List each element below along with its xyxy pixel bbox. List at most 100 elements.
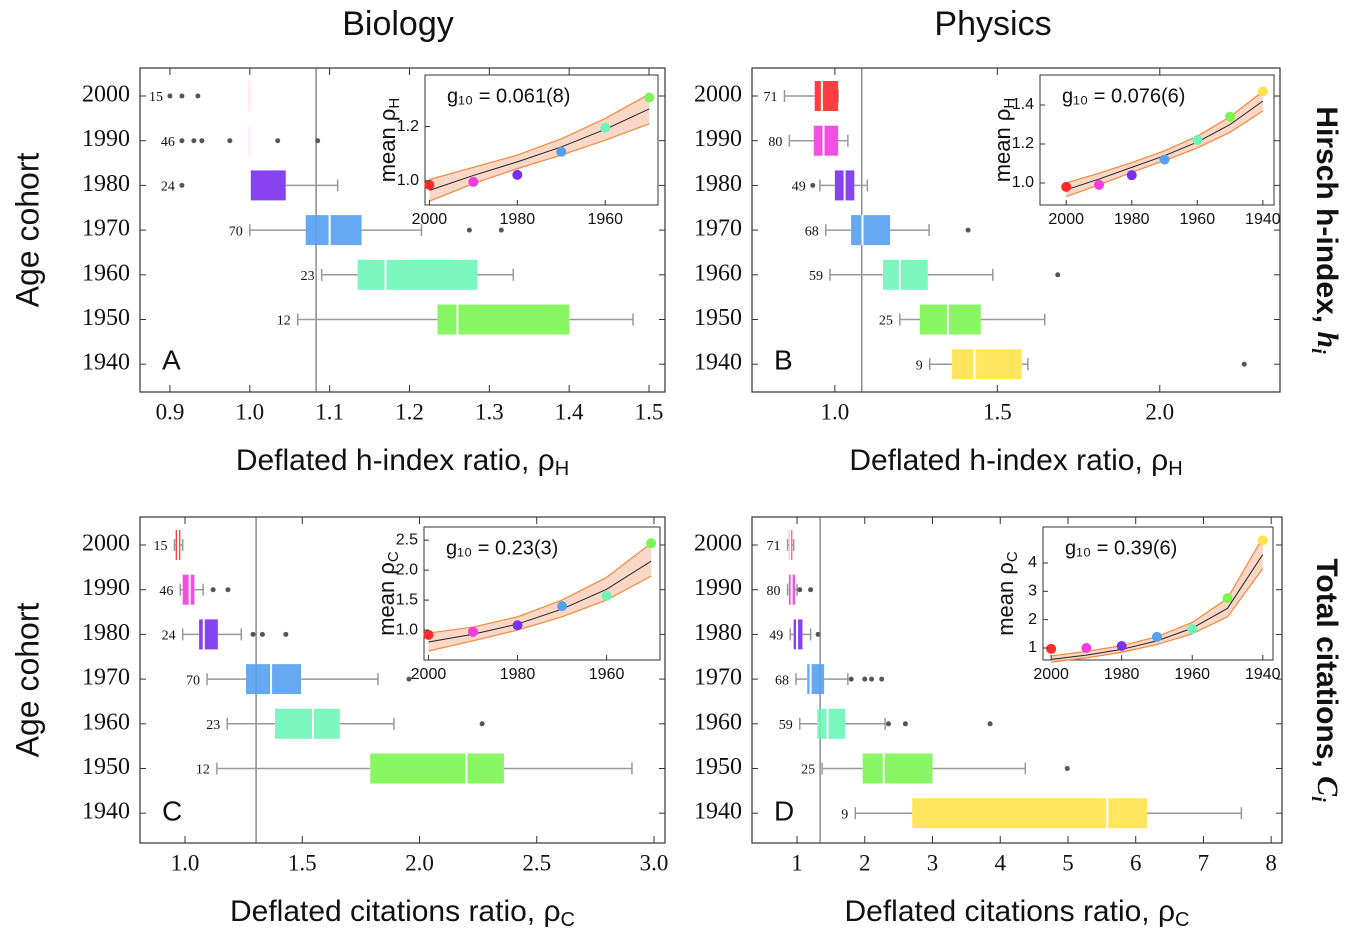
inset-x-tick-label: 1960 (1174, 666, 1210, 683)
y-tick-label: 2000 (694, 82, 742, 108)
outlier (808, 587, 814, 593)
x-tick-label: 4 (994, 850, 1006, 875)
inset-x-tick-label: 2000 (412, 211, 448, 228)
outlier (869, 676, 875, 682)
inset-x-tick-label: 1960 (589, 666, 625, 683)
y-tick-label: 1990 (82, 126, 130, 152)
y-tick-label: 1940 (694, 799, 742, 825)
x-axis-label: Deflated h-index ratio, ρH (236, 444, 569, 480)
x-axis-label: Deflated h-index ratio, ρH (849, 444, 1182, 480)
y-tick-label: 1980 (694, 620, 742, 646)
outlier (210, 587, 216, 593)
count-label: 25 (801, 763, 815, 778)
cohort-mean (1225, 111, 1236, 122)
x-tick-label: 1.0 (171, 850, 200, 875)
box (814, 81, 839, 111)
outlier (195, 93, 201, 99)
box (912, 798, 1148, 829)
inset-y-tick-label: 1.0 (396, 621, 418, 638)
outlier (815, 631, 821, 637)
inset-y-label: mean ρC (374, 551, 402, 636)
count-label: 24 (161, 180, 175, 195)
fit-line (428, 560, 652, 643)
cohort-mean (601, 590, 612, 601)
count-label: 80 (768, 135, 782, 150)
x-axis-label-sub: C (1175, 909, 1189, 931)
y-tick-label: 1980 (82, 620, 130, 646)
inset-y-tick-label: 2 (1028, 611, 1037, 628)
outlier (965, 227, 971, 233)
outlier (466, 227, 472, 233)
outlier (227, 138, 233, 144)
cohort-mean (1187, 624, 1198, 635)
cohort-mean (467, 626, 478, 637)
cohort-mean (556, 146, 567, 157)
inset-x-tick-label: 1940 (1245, 211, 1281, 228)
panel-label: A (162, 344, 181, 375)
confidence-band (429, 93, 650, 202)
box (951, 349, 1022, 380)
box (305, 215, 362, 246)
box (182, 574, 195, 605)
x-tick-label: 1.2 (395, 399, 424, 424)
cohort-mean (468, 176, 479, 187)
box (817, 708, 846, 739)
y-tick-label: 1950 (82, 305, 130, 331)
count-label: 71 (767, 539, 781, 554)
y-tick-label: 1950 (694, 754, 742, 780)
x-tick-label: 0.9 (156, 399, 185, 424)
inset-y-label: mean ρH (990, 98, 1018, 183)
cohort-mean (1257, 535, 1268, 546)
x-tick-label: 1.4 (555, 399, 584, 424)
column-title: Physics (934, 5, 1051, 43)
y-tick-label: 1940 (82, 799, 130, 825)
count-label: 59 (779, 718, 793, 733)
y-axis-label: Age cohort (9, 153, 45, 308)
inset-x-tick-label: 2000 (1033, 666, 1069, 683)
x-tick-label: 1.1 (315, 399, 344, 424)
x-axis-label: Deflated citations ratio, ρC (230, 895, 575, 931)
box (862, 753, 933, 784)
cohort-mean (1192, 135, 1203, 146)
panel-label: B (774, 344, 793, 375)
box (275, 708, 340, 739)
y-tick-label: 1940 (82, 350, 130, 376)
band-lower (428, 575, 652, 652)
y-tick-label: 1960 (82, 709, 130, 735)
count-label: 15 (153, 539, 167, 554)
row-label-var: h (1311, 331, 1344, 348)
x-tick-label: 8 (1265, 850, 1277, 875)
box (919, 304, 981, 335)
y-tick-label: 1980 (82, 171, 130, 197)
outlier (797, 587, 803, 593)
outlier (406, 676, 412, 682)
box (882, 259, 928, 290)
inset-y-label-sub: C (385, 551, 402, 562)
row-label-sub: i (1307, 348, 1329, 354)
cohort-mean (557, 601, 568, 612)
x-tick-label: 1.0 (820, 399, 849, 424)
outlier (315, 138, 321, 144)
count-label: 12 (196, 763, 210, 778)
band-upper (428, 542, 652, 634)
x-axis-label-sub: H (555, 458, 569, 480)
box (249, 170, 286, 201)
panel-label: D (774, 795, 794, 826)
count-label: 24 (162, 629, 176, 644)
x-tick-label: 1 (791, 850, 803, 875)
x-tick-label: 1.0 (235, 399, 264, 424)
inset-y-tick-label: 1.2 (1012, 135, 1034, 152)
column-title: Biology (342, 5, 454, 43)
y-tick-label: 1990 (694, 126, 742, 152)
outlier (179, 138, 185, 144)
count-label: 9 (841, 807, 848, 822)
count-label: 49 (792, 180, 806, 195)
inset-annotation: g₁₀ = 0.23(3) (446, 537, 558, 559)
confidence-band (1066, 91, 1263, 197)
outlier (1064, 766, 1070, 771)
outlier (250, 631, 256, 637)
inset-annotation: g₁₀ = 0.061(8) (447, 85, 570, 107)
outlier (885, 721, 891, 727)
inset-annotation: g₁₀ = 0.076(6) (1062, 85, 1185, 107)
